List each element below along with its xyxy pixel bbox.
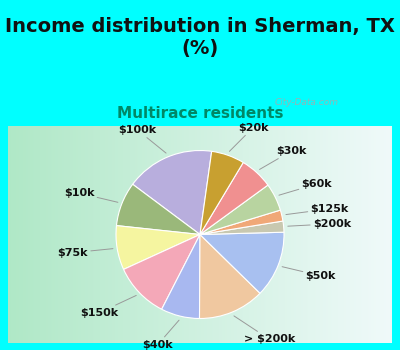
Wedge shape — [200, 210, 283, 235]
Wedge shape — [133, 150, 212, 234]
Text: $100k: $100k — [118, 125, 166, 153]
Wedge shape — [124, 234, 200, 309]
Text: $125k: $125k — [286, 204, 349, 215]
Text: City-Data.com: City-Data.com — [275, 98, 338, 107]
Wedge shape — [200, 221, 284, 234]
Text: $150k: $150k — [80, 295, 136, 318]
Wedge shape — [200, 162, 268, 234]
Text: $50k: $50k — [282, 267, 336, 281]
Wedge shape — [200, 185, 280, 234]
Text: $10k: $10k — [64, 188, 118, 202]
Text: $20k: $20k — [230, 122, 268, 151]
Text: $200k: $200k — [288, 219, 351, 229]
Text: $30k: $30k — [260, 146, 307, 169]
Wedge shape — [116, 226, 200, 270]
Text: $75k: $75k — [58, 248, 113, 258]
Wedge shape — [162, 234, 200, 318]
Text: $60k: $60k — [279, 179, 332, 195]
Text: $40k: $40k — [142, 320, 179, 350]
Wedge shape — [116, 184, 200, 234]
Wedge shape — [200, 232, 284, 293]
Text: > $200k: > $200k — [234, 316, 295, 344]
Text: Income distribution in Sherman, TX
(%): Income distribution in Sherman, TX (%) — [5, 17, 395, 58]
Text: Multirace residents: Multirace residents — [117, 106, 283, 120]
Wedge shape — [200, 234, 260, 318]
Wedge shape — [200, 151, 243, 234]
